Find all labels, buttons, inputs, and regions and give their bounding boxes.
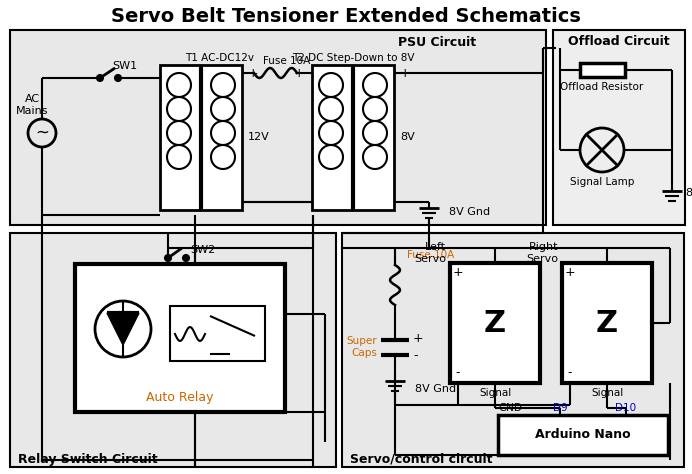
Circle shape [319, 73, 343, 97]
Text: D9: D9 [553, 403, 567, 413]
Bar [450, 263, 540, 383]
Text: PSU Circuit: PSU Circuit [398, 36, 476, 48]
Text: Servo/control circuit: Servo/control circuit [350, 453, 493, 465]
Text: +: + [293, 66, 304, 80]
Text: Z: Z [596, 309, 618, 337]
Circle shape [167, 145, 191, 169]
Text: Servo Belt Tensioner Extended Schematics: Servo Belt Tensioner Extended Schematics [111, 7, 581, 26]
Bar [170, 306, 265, 361]
Bar [342, 233, 684, 467]
Text: T2 DC Step-Down to 8V: T2 DC Step-Down to 8V [292, 53, 415, 63]
Text: -: - [300, 195, 304, 209]
Text: T1 AC-DC12v: T1 AC-DC12v [185, 53, 254, 63]
Circle shape [319, 145, 343, 169]
Circle shape [319, 97, 343, 121]
Text: Z: Z [484, 309, 506, 337]
Text: 8V: 8V [685, 188, 692, 198]
Text: Signal: Signal [591, 388, 623, 398]
Text: Right
Servo: Right Servo [526, 242, 558, 264]
Circle shape [115, 75, 121, 81]
Text: D10: D10 [615, 403, 637, 413]
Text: +: + [453, 266, 464, 280]
Circle shape [363, 97, 387, 121]
Circle shape [211, 97, 235, 121]
Text: SW1: SW1 [112, 61, 137, 71]
Text: Fuse 10A: Fuse 10A [407, 250, 454, 260]
Text: -: - [400, 195, 405, 209]
Text: +: + [248, 66, 259, 80]
Text: 8V Gnd: 8V Gnd [415, 384, 456, 394]
Text: SW2: SW2 [190, 245, 215, 255]
Circle shape [183, 255, 189, 261]
Text: Relay Switch Circuit: Relay Switch Circuit [18, 453, 158, 465]
Text: 8V: 8V [400, 132, 415, 142]
Text: Signal Lamp: Signal Lamp [570, 177, 634, 187]
Text: 8V Gnd: 8V Gnd [449, 207, 490, 217]
Text: Offload Resistor: Offload Resistor [561, 82, 644, 92]
Circle shape [167, 121, 191, 145]
Text: Fuse 10A: Fuse 10A [264, 56, 311, 66]
Bar [562, 263, 652, 383]
Text: +: + [413, 332, 424, 346]
Circle shape [211, 145, 235, 169]
Text: -: - [413, 349, 417, 363]
Bar [10, 233, 336, 467]
Text: Super
Caps: Super Caps [347, 336, 377, 358]
Circle shape [363, 145, 387, 169]
Text: Auto Relay: Auto Relay [146, 391, 214, 403]
Text: ~: ~ [35, 124, 49, 142]
Text: GND: GND [498, 403, 522, 413]
Text: Offload Circuit: Offload Circuit [568, 35, 670, 47]
Bar [498, 415, 668, 455]
Bar [580, 63, 625, 77]
Bar [312, 65, 394, 210]
Text: Signal: Signal [479, 388, 511, 398]
Circle shape [97, 75, 103, 81]
Circle shape [363, 121, 387, 145]
Polygon shape [107, 313, 139, 345]
Text: AC
Mains: AC Mains [16, 94, 48, 116]
Text: -: - [248, 195, 253, 209]
Text: Arduino Nano: Arduino Nano [535, 428, 631, 441]
Text: -: - [456, 366, 460, 380]
Text: Left
Servo: Left Servo [414, 242, 446, 264]
Bar [10, 30, 546, 225]
Circle shape [165, 255, 171, 261]
Circle shape [167, 73, 191, 97]
Text: 12V: 12V [248, 132, 270, 142]
Text: +: + [400, 66, 410, 80]
Text: +: + [565, 266, 575, 280]
Circle shape [211, 73, 235, 97]
Circle shape [319, 121, 343, 145]
Circle shape [363, 73, 387, 97]
Text: -: - [567, 366, 572, 380]
Bar [160, 65, 242, 210]
Circle shape [211, 121, 235, 145]
Circle shape [167, 97, 191, 121]
Bar [75, 264, 285, 412]
Bar [553, 30, 685, 225]
